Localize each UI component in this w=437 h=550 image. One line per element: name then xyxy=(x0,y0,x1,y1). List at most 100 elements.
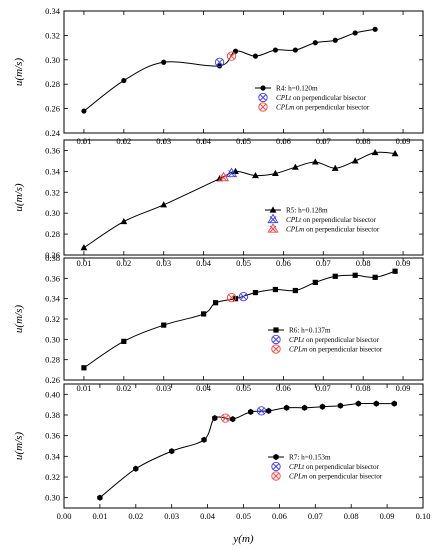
data-point xyxy=(352,272,358,278)
cplt-point-stroke-b xyxy=(258,407,265,415)
data-point xyxy=(337,402,344,409)
legend-label: R5: h=0.128m xyxy=(286,207,328,215)
y-tick-label: 0.32 xyxy=(45,314,60,324)
y-tick-label: 0.30 xyxy=(45,208,60,218)
legend-label-italic: CPLt xyxy=(289,463,305,471)
legend-cplt-marker-stroke-b xyxy=(272,463,280,470)
y-tick-label: 0.32 xyxy=(45,30,60,40)
data-point xyxy=(216,63,223,69)
x-tick-label: 0.01 xyxy=(77,258,92,268)
data-point xyxy=(291,163,299,170)
panel-R6: 0.26 0.28 0.30 0.32 0.34 0.36 0.38 0.01 0.02 0.03… xyxy=(13,253,424,393)
legend-label: CPLt on perpendicular bisector xyxy=(289,336,380,344)
x-tick-label: 0.08 xyxy=(356,258,371,268)
x-tick-label: 0.07 xyxy=(308,511,323,521)
y-tick-label: 0.34 xyxy=(45,294,61,304)
cplt-point-outline xyxy=(256,406,267,416)
legend-label: R7: h=0.153m xyxy=(289,454,331,462)
x-tick-label: 0.08 xyxy=(344,511,359,521)
legend-cplt-marker-outline xyxy=(267,213,279,224)
x-tick-label: 0.06 xyxy=(272,511,287,521)
legend-cplm-marker-stroke-b xyxy=(272,472,280,480)
x-tick-label: 0.09 xyxy=(396,258,411,268)
legend-label-rest: on perpendicular bisector xyxy=(304,226,379,234)
y-tick-label: 0.32 xyxy=(45,472,60,482)
x-tick-label: 0.04 xyxy=(196,383,212,393)
cplt-point xyxy=(256,406,267,416)
legend-label-rest: on perpendicular bisector xyxy=(307,346,382,354)
y-tick-label: 0.30 xyxy=(45,55,60,65)
legend-cplt-marker-stroke-b xyxy=(269,216,277,223)
cplm-point-outline xyxy=(226,51,237,61)
legend-marker xyxy=(273,453,279,461)
data-point xyxy=(252,289,259,296)
legend-label: R4: h=0.120m xyxy=(276,85,318,93)
legend-cplt-marker xyxy=(271,461,281,472)
legend-cplm-marker xyxy=(267,223,279,233)
x-tick-label: 0.09 xyxy=(380,511,395,521)
cplm-point-stroke-b xyxy=(220,174,227,181)
y-tick-label: 0.40 xyxy=(45,389,60,399)
legend-label-italic: CPLt xyxy=(286,216,302,224)
y-tick-label: 0.26 xyxy=(45,104,60,114)
y-tick-label: 0.28 xyxy=(45,229,60,239)
x-tick-label: 0.07 xyxy=(316,383,331,393)
cplt-point xyxy=(238,291,249,302)
legend-cplm-marker xyxy=(271,471,281,481)
x-tick-label: 0.09 xyxy=(396,383,411,393)
legend-label: CPLt on perpendicular bisector xyxy=(276,94,367,102)
x-tick-label: 0.04 xyxy=(200,511,216,521)
legend-cplt-marker-outline xyxy=(258,92,268,103)
legend-label-italic: CPLm xyxy=(289,346,307,354)
legend-label-rest: on perpendicular bisector xyxy=(294,104,369,112)
x-tick-label: 0.02 xyxy=(116,258,131,268)
data-point xyxy=(311,158,319,165)
x-tick-label: 0.06 xyxy=(276,383,291,393)
data-point xyxy=(392,268,398,274)
legend-cplm-marker-outline xyxy=(258,102,268,112)
y-tick-label: 0.30 xyxy=(45,493,60,503)
x-tick-label: 0.00 xyxy=(57,511,72,521)
y-tick-label: 0.24 xyxy=(45,128,61,138)
data-point xyxy=(230,416,236,423)
y-tick-label: 0.28 xyxy=(45,355,60,365)
data-point xyxy=(331,164,339,171)
data-point xyxy=(121,338,127,344)
cplm-point-stroke-b xyxy=(228,294,235,301)
y-tick-label: 0.38 xyxy=(45,253,60,263)
cplt-point xyxy=(214,57,225,67)
data-point xyxy=(371,148,379,156)
data-point xyxy=(312,279,318,285)
legend-cplm-marker-outline xyxy=(271,344,281,354)
legend-cplm-marker-stroke-b xyxy=(272,345,280,353)
data-point xyxy=(265,407,272,414)
data-point xyxy=(351,157,359,164)
data-point xyxy=(272,47,279,53)
data-point xyxy=(319,403,326,410)
data-point xyxy=(81,365,87,371)
x-tick-label: 0.03 xyxy=(156,258,171,268)
legend-cplm-marker xyxy=(271,344,281,354)
x-tick-label: 0.08 xyxy=(356,383,371,393)
cplm-point-stroke-b xyxy=(228,52,235,60)
cplm-point-outline xyxy=(220,413,231,423)
data-point xyxy=(161,59,167,65)
y-tick-label: 0.26 xyxy=(45,375,60,385)
cplt-point-outline xyxy=(214,57,225,67)
y-tick-label: 0.32 xyxy=(45,187,60,197)
y-tick-label: 0.26 xyxy=(45,250,60,260)
legend-cplm-marker-stroke-b xyxy=(269,225,277,233)
legend-cplt-marker xyxy=(258,92,268,103)
legend-label-rest: on perpendicular bisector xyxy=(304,463,379,471)
legend-label-rest: on perpendicular bisector xyxy=(301,216,376,224)
cplt-point-outline xyxy=(225,167,238,178)
data-point xyxy=(120,217,128,225)
data-point xyxy=(332,273,338,279)
data-point xyxy=(169,448,175,455)
legend-cplt-marker xyxy=(271,334,281,345)
y-tick-label: 0.36 xyxy=(45,273,60,283)
x-tick-label: 0.10 xyxy=(416,511,431,521)
legend-label-rest: on perpendicular bisector xyxy=(304,336,379,344)
data-point xyxy=(121,77,127,84)
